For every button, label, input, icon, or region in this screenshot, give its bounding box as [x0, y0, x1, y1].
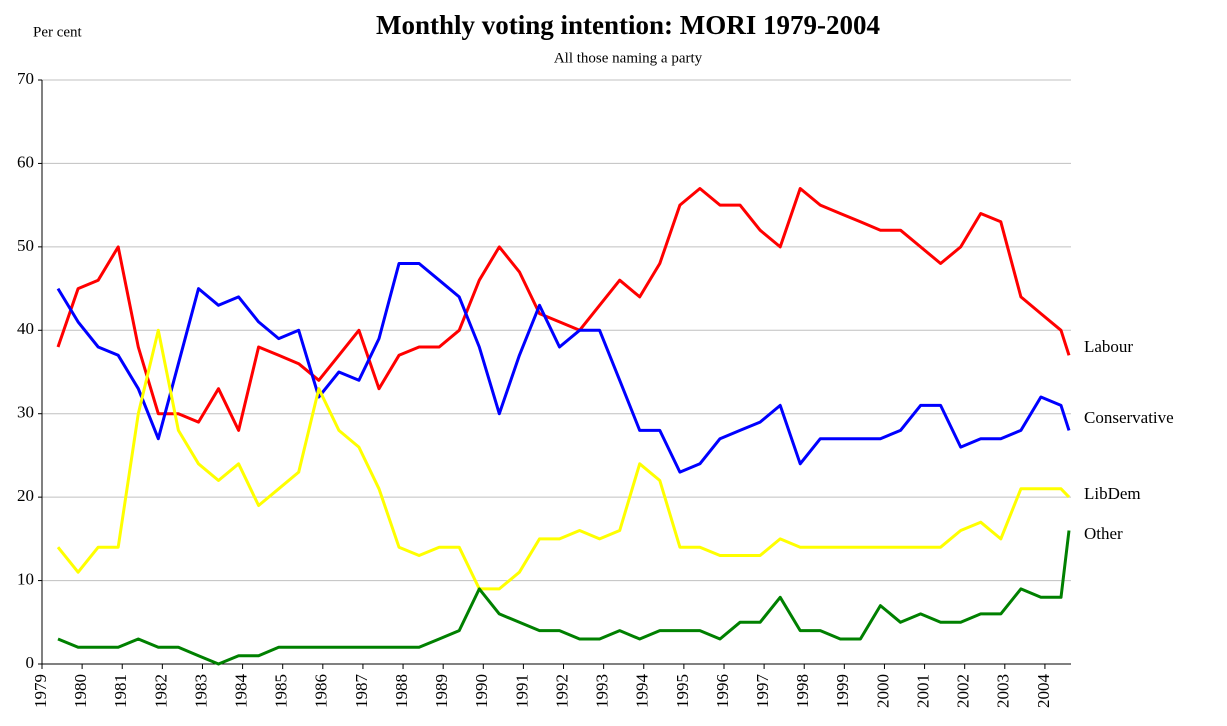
- series-line: [56, 328, 1071, 591]
- series-line: [57, 530, 1071, 666]
- x-tick-label: 1996: [713, 674, 732, 708]
- legend-label: Conservative: [1084, 408, 1174, 427]
- y-axis-label: Per cent: [33, 24, 83, 40]
- y-tick-label: 20: [17, 486, 34, 505]
- x-tick-label: 1984: [231, 674, 250, 709]
- series-line: [56, 187, 1071, 432]
- x-tick-label: 1980: [71, 674, 90, 708]
- y-tick-label: 60: [17, 152, 34, 171]
- x-tick-label: 1989: [432, 674, 451, 708]
- x-tick-label: 1983: [191, 674, 210, 708]
- x-tick-label: 2003: [994, 674, 1013, 708]
- x-tick-label: 2004: [1034, 674, 1053, 709]
- x-tick-label: 1979: [31, 674, 50, 708]
- x-tick-label: 2000: [873, 674, 892, 708]
- x-tick-label: 1988: [392, 674, 411, 708]
- x-tick-label: 1998: [793, 674, 812, 708]
- x-tick-label: 1991: [512, 674, 531, 708]
- x-tick-label: 2001: [913, 674, 932, 708]
- x-tick-label: 2002: [954, 674, 973, 708]
- x-tick-label: 1992: [552, 674, 571, 708]
- chart-title: Monthly voting intention: MORI 1979-2004: [376, 10, 880, 40]
- legend-label: Other: [1084, 524, 1123, 543]
- x-tick-label: 1985: [272, 674, 291, 708]
- x-tick-label: 1997: [753, 674, 772, 709]
- legend-label: Labour: [1084, 337, 1133, 356]
- x-tick-label: 1999: [833, 674, 852, 708]
- y-tick-label: 70: [17, 69, 34, 88]
- x-tick-label: 1986: [312, 674, 331, 708]
- x-tick-label: 1994: [633, 674, 652, 709]
- y-tick-label: 40: [17, 319, 34, 338]
- series-line: [56, 262, 1071, 474]
- x-tick-label: 1982: [151, 674, 170, 708]
- x-tick-label: 1995: [673, 674, 692, 708]
- legend-label: LibDem: [1084, 484, 1141, 503]
- x-tick-label: 1993: [593, 674, 612, 708]
- chart-subtitle: All those naming a party: [554, 50, 703, 66]
- x-tick-label: 1990: [472, 674, 491, 708]
- x-tick-label: 1987: [352, 674, 371, 709]
- x-tick-label: 1981: [111, 674, 130, 708]
- y-tick-label: 0: [26, 653, 35, 672]
- y-tick-label: 30: [17, 403, 34, 422]
- y-tick-label: 10: [17, 569, 34, 588]
- y-tick-label: 50: [17, 236, 34, 255]
